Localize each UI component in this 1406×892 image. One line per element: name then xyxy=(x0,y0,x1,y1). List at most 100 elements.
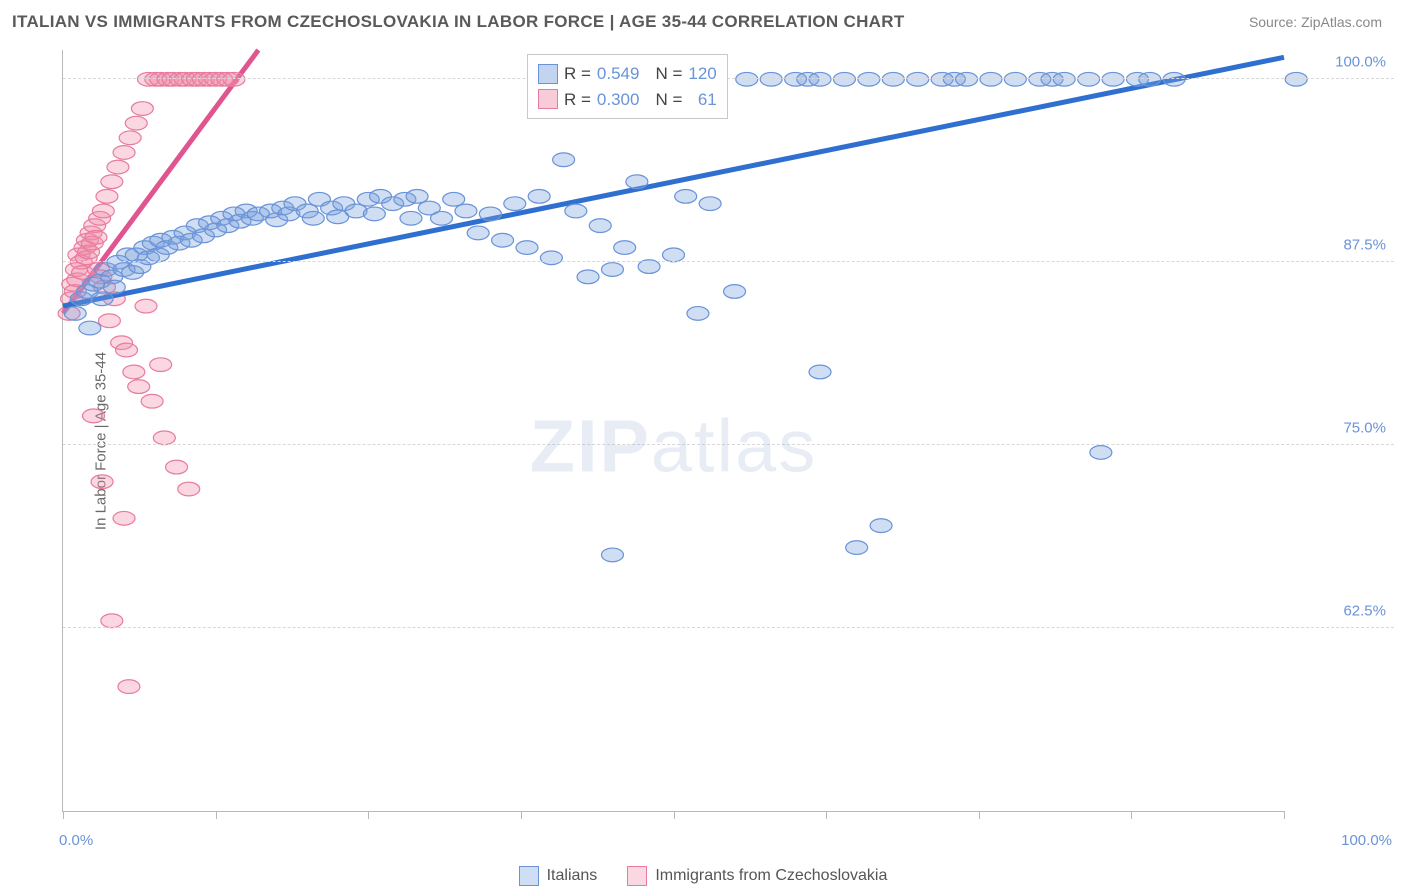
point-italians xyxy=(431,211,453,225)
point-italians xyxy=(540,251,562,265)
point-italians xyxy=(91,292,113,306)
point-czech xyxy=(150,358,172,372)
grid-line xyxy=(63,78,1394,79)
point-italians xyxy=(577,270,599,284)
point-italians xyxy=(846,541,868,555)
r-value: 0.300 xyxy=(597,87,640,113)
grid-line xyxy=(63,444,1394,445)
x-tick-mark xyxy=(1284,811,1285,819)
point-czech xyxy=(128,380,150,394)
point-italians xyxy=(455,204,477,218)
point-italians xyxy=(504,197,526,211)
n-label: N = xyxy=(655,61,682,87)
point-italians xyxy=(1090,446,1112,460)
legend-swatch xyxy=(538,89,558,109)
point-italians xyxy=(363,207,385,221)
y-tick-label: 87.5% xyxy=(1343,237,1386,254)
y-tick-label: 75.0% xyxy=(1343,420,1386,437)
point-czech xyxy=(113,511,135,525)
n-value: 120 xyxy=(688,61,716,87)
point-italians xyxy=(302,211,324,225)
correlation-legend: R =0.549 N =120 R =0.300 N = 61 xyxy=(527,54,728,119)
point-italians xyxy=(565,204,587,218)
point-italians xyxy=(663,248,685,262)
legend-item-czech: Immigrants from Czechoslovakia xyxy=(627,866,887,886)
y-tick-label: 100.0% xyxy=(1335,54,1386,71)
n-label: N = xyxy=(655,87,682,113)
x-tick-mark xyxy=(368,811,369,819)
point-italians xyxy=(516,241,538,255)
x-axis-min-label: 0.0% xyxy=(59,832,93,849)
x-tick-mark xyxy=(979,811,980,819)
point-czech xyxy=(98,314,120,328)
point-italians xyxy=(614,241,636,255)
point-czech xyxy=(83,409,105,423)
point-italians xyxy=(589,219,611,233)
x-axis-max-label: 100.0% xyxy=(1341,832,1392,849)
legend-item-italians: Italians xyxy=(519,866,598,886)
point-czech xyxy=(96,189,118,203)
chart-header: ITALIAN VS IMMIGRANTS FROM CZECHOSLOVAKI… xyxy=(0,0,1406,38)
point-czech xyxy=(131,102,153,116)
r-value: 0.549 xyxy=(597,61,640,87)
point-italians xyxy=(528,189,550,203)
x-tick-mark xyxy=(826,811,827,819)
point-czech xyxy=(123,365,145,379)
x-tick-mark xyxy=(521,811,522,819)
legend-label-czech: Immigrants from Czechoslovakia xyxy=(655,867,887,885)
point-italians xyxy=(601,263,623,277)
r-label: R = xyxy=(564,61,591,87)
point-czech xyxy=(141,394,163,408)
legend-row: R =0.549 N =120 xyxy=(538,61,717,87)
point-italians xyxy=(400,211,422,225)
point-czech xyxy=(113,146,135,160)
point-czech xyxy=(135,299,157,313)
grid-line xyxy=(63,627,1394,628)
point-italians xyxy=(64,307,86,321)
point-italians xyxy=(870,519,892,533)
point-italians xyxy=(626,175,648,189)
point-italians xyxy=(492,233,514,247)
point-italians xyxy=(467,226,489,240)
legend-row: R =0.300 N = 61 xyxy=(538,87,717,113)
r-label: R = xyxy=(564,87,591,113)
legend-swatch-czech xyxy=(627,866,647,886)
x-tick-mark xyxy=(674,811,675,819)
grid-line xyxy=(63,261,1394,262)
point-czech xyxy=(91,475,113,489)
point-czech xyxy=(107,160,129,174)
point-italians xyxy=(809,365,831,379)
x-tick-mark xyxy=(216,811,217,819)
n-value: 61 xyxy=(688,87,716,113)
point-italians xyxy=(443,192,465,206)
point-italians xyxy=(103,280,125,294)
point-italians xyxy=(675,189,697,203)
y-tick-label: 62.5% xyxy=(1343,603,1386,620)
point-italians xyxy=(687,307,709,321)
point-czech xyxy=(119,131,141,145)
series-legend: Italians Immigrants from Czechoslovakia xyxy=(0,866,1406,886)
point-italians xyxy=(406,189,428,203)
point-czech xyxy=(85,230,107,244)
scatter-svg xyxy=(63,50,1284,811)
chart-title: ITALIAN VS IMMIGRANTS FROM CZECHOSLOVAKI… xyxy=(12,12,905,32)
point-czech xyxy=(125,116,147,130)
point-italians xyxy=(724,285,746,299)
point-italians xyxy=(699,197,721,211)
x-tick-mark xyxy=(1131,811,1132,819)
plot-region: ZIPatlas R =0.549N =120R =0.300N = 61 0.… xyxy=(62,50,1284,812)
point-czech xyxy=(118,680,140,694)
chart-area: In Labor Force | Age 35-44 ZIPatlas R =0… xyxy=(50,50,1394,832)
point-czech xyxy=(92,204,114,218)
chart-source: Source: ZipAtlas.com xyxy=(1249,14,1382,30)
point-italians xyxy=(479,207,501,221)
legend-label-italians: Italians xyxy=(547,867,598,885)
x-tick-mark xyxy=(63,811,64,819)
point-czech xyxy=(101,614,123,628)
point-italians xyxy=(601,548,623,562)
legend-swatch-italians xyxy=(519,866,539,886)
point-czech xyxy=(166,460,188,474)
legend-swatch xyxy=(538,64,558,84)
point-italians xyxy=(553,153,575,167)
point-czech xyxy=(101,175,123,189)
